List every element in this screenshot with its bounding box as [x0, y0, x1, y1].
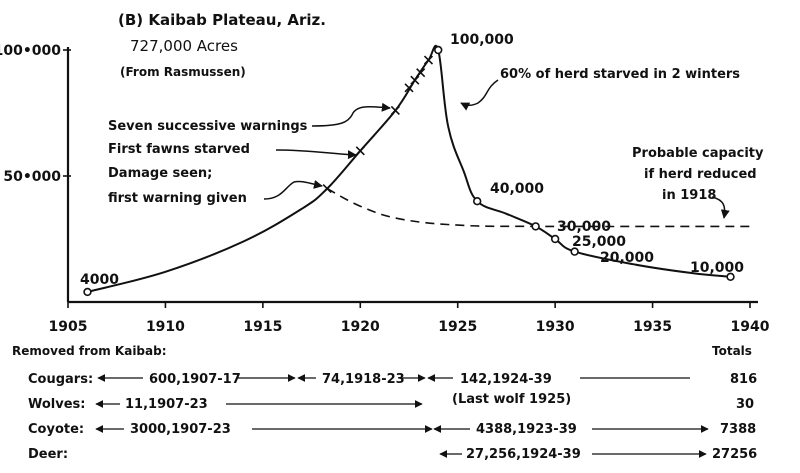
warning-cross-marker — [410, 75, 420, 85]
arrow-first-fawns — [275, 149, 357, 160]
data-label-40000: 40,000 — [490, 181, 544, 197]
data-point-circle — [550, 234, 560, 244]
chart-title-line-3: (From Rasmussen) — [120, 65, 246, 79]
data-label-4000: 4000 — [80, 272, 119, 288]
warning-cross-marker — [322, 184, 332, 194]
removal-segment: 74,1918-23 — [322, 372, 405, 387]
x-tick-label: 1920 — [341, 319, 380, 335]
data-point-circle — [570, 247, 579, 256]
removal-total: 30 — [736, 397, 754, 412]
deer-population-line — [87, 44, 731, 293]
chart-title-line-2: 727,000 Acres — [130, 37, 238, 55]
removal-segment: (Last wolf 1925) — [452, 392, 571, 407]
data-label-30000: 30,000 — [557, 219, 611, 235]
x-tick-label: 1925 — [438, 319, 477, 335]
annotation-herd-starved: 60% of herd starved in 2 winters — [500, 67, 740, 82]
data-point-circle — [726, 272, 735, 281]
annotation-in-1918: in 1918 — [662, 188, 716, 203]
x-tick-label: 1915 — [243, 319, 282, 335]
warning-cross-marker — [390, 105, 400, 116]
data-point-circle — [434, 45, 443, 55]
x-tick-label: 1940 — [731, 319, 770, 335]
x-tick-label: 1935 — [633, 319, 672, 335]
probable-capacity-dashed-line — [326, 187, 751, 228]
data-point-markers — [83, 45, 735, 297]
x-tick-label: 1905 — [49, 319, 88, 335]
removal-segment: 3000,1907-23 — [130, 422, 231, 437]
removal-row-label: Coyote: — [28, 422, 84, 437]
warning-cross-marker — [423, 55, 434, 65]
removal-row-label: Deer: — [28, 447, 68, 462]
data-label-20000: 20,000 — [600, 250, 654, 266]
annotation-seven-warnings: Seven successive warnings — [108, 119, 308, 134]
data-label-25000: 25,000 — [572, 234, 626, 250]
removal-segment: 11,1907-23 — [125, 397, 208, 412]
warning-cross-marker — [355, 146, 365, 156]
annotation-first-fawns-starved: First fawns starved — [108, 142, 250, 157]
removal-totals-header: Totals — [712, 344, 752, 358]
arrow-first-warning — [263, 179, 323, 200]
data-point-circle — [83, 287, 92, 297]
data-point-circle — [531, 222, 540, 231]
annotation-damage-seen: Damage seen; — [108, 166, 212, 181]
data-label-10000: 10,000 — [690, 260, 744, 276]
removal-total: 7388 — [720, 422, 756, 437]
arrow-seven-warnings — [311, 102, 391, 127]
y-tick-label: 50•000 — [3, 169, 61, 185]
arrow-herd-starved — [460, 79, 499, 111]
removal-segment: 600,1907-17 — [149, 372, 241, 387]
x-axis-ticks: 1905 1910 1915 1920 1925 1930 1935 1940 — [49, 302, 770, 335]
arrow-in-1918 — [711, 196, 730, 219]
x-tick-label: 1910 — [146, 319, 185, 335]
y-axis-ticks: 50•000 100•000 — [0, 43, 71, 185]
annotation-if-herd-reduced: if herd reduced — [644, 167, 757, 182]
chart-title-line-1: (B) Kaibab Plateau, Ariz. — [118, 11, 326, 29]
removal-segment: 27,256,1924-39 — [466, 447, 581, 462]
removal-segment: 4388,1923-39 — [476, 422, 577, 437]
removal-row-label: Wolves: — [28, 397, 86, 412]
removal-total: 27256 — [712, 447, 757, 462]
removal-segment: 142,1924-39 — [460, 372, 552, 387]
annotation-first-warning: first warning given — [108, 191, 247, 206]
removal-row-label: Cougars: — [28, 372, 93, 387]
warning-cross-marker — [404, 83, 414, 93]
removal-total: 816 — [730, 372, 757, 387]
x-tick-label: 1930 — [536, 319, 575, 335]
annotation-probable-capacity: Probable capacity — [632, 146, 764, 161]
removal-table-title: Removed from Kaibab: — [12, 344, 167, 358]
data-point-circle — [473, 197, 482, 206]
data-label-100000: 100,000 — [450, 32, 514, 48]
y-tick-label: 100•000 — [0, 43, 61, 59]
warning-cross-marker — [416, 68, 426, 78]
